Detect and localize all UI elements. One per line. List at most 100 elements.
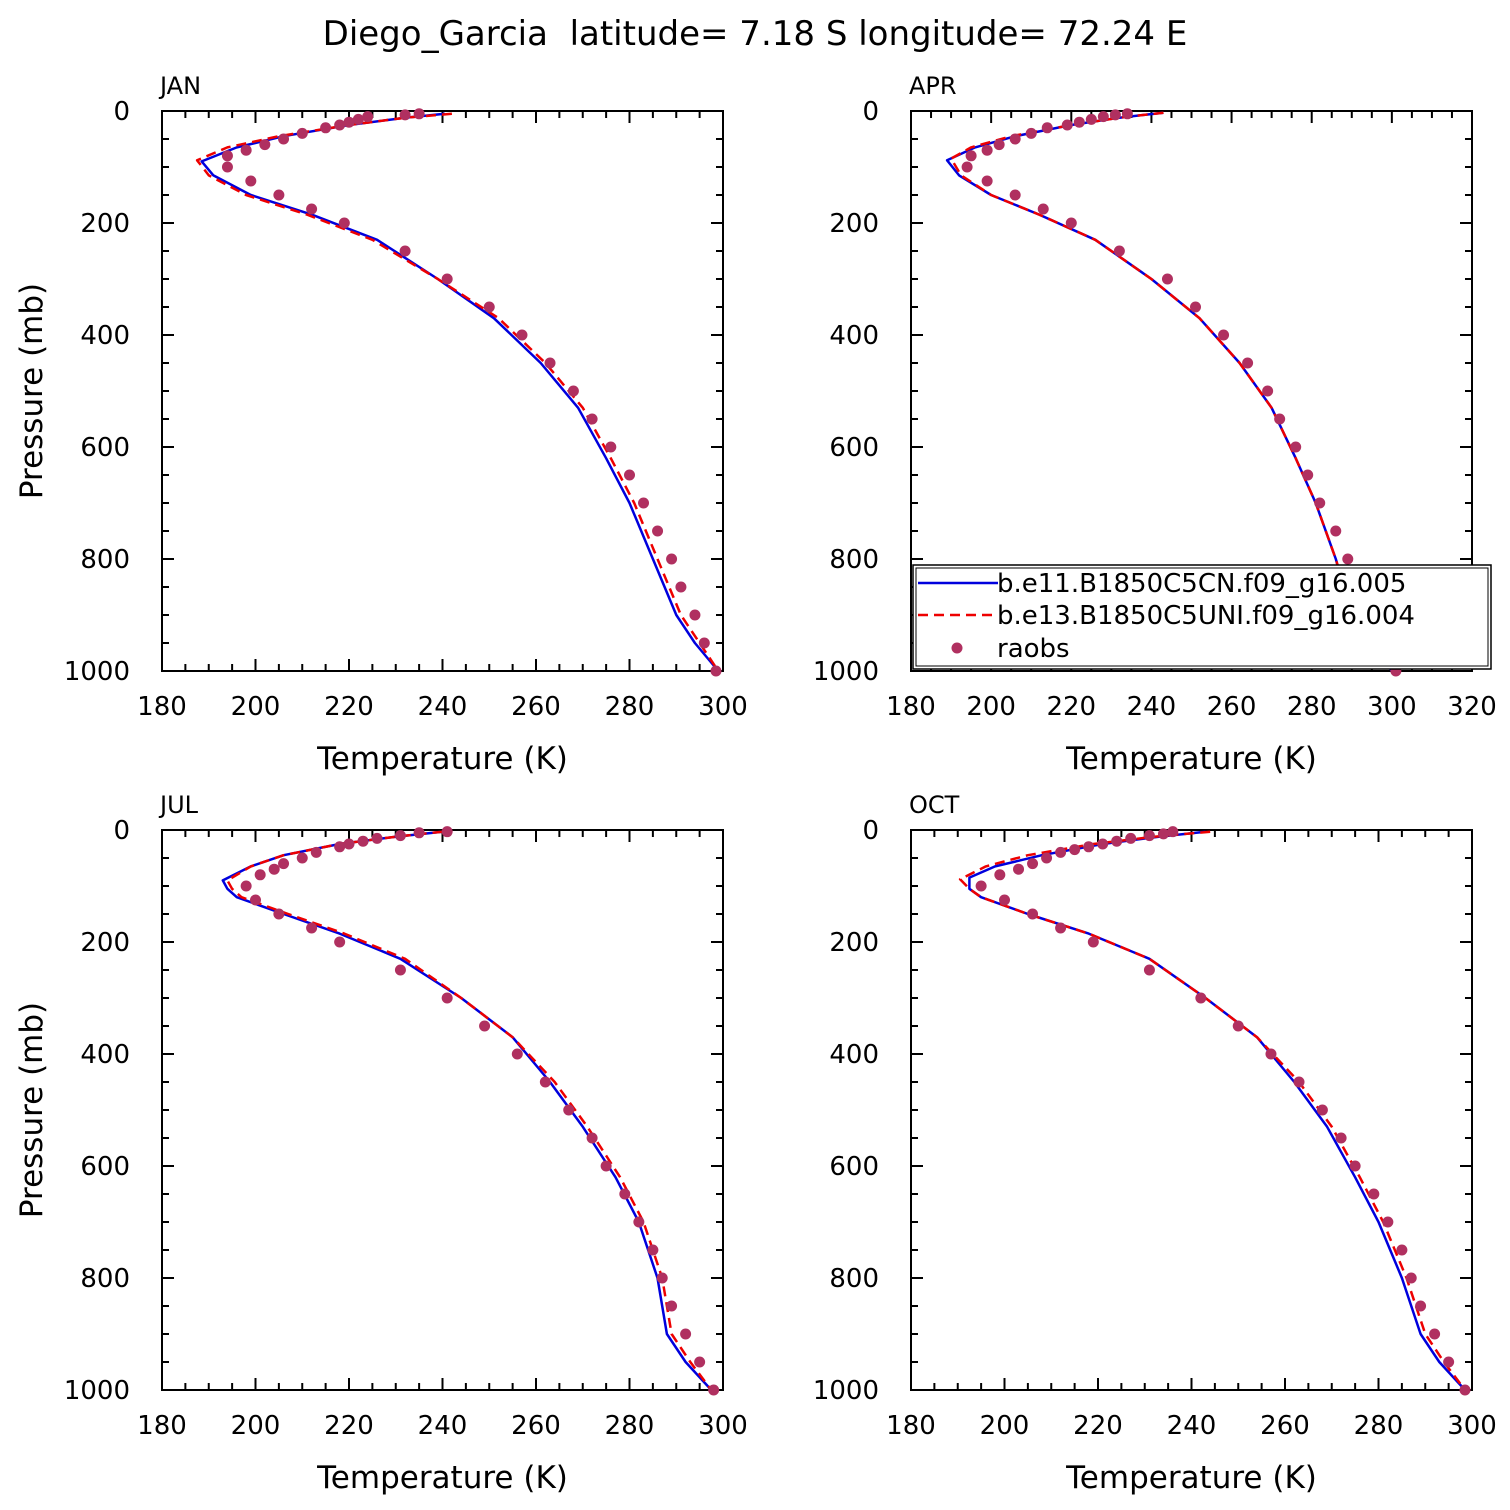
raobs-marker <box>240 880 252 892</box>
raobs-marker <box>647 1244 659 1256</box>
raobs-marker <box>310 846 322 858</box>
x-tick-label: 260 <box>1207 692 1257 722</box>
raobs-marker <box>1009 189 1021 201</box>
series-line-model1 <box>221 830 713 1391</box>
raobs-marker <box>334 936 346 948</box>
raobs-marker <box>1167 826 1179 838</box>
raobs-marker <box>441 826 453 838</box>
raobs-marker <box>273 189 285 201</box>
y-tick-label: 1000 <box>64 657 130 687</box>
series-line-model2 <box>226 830 713 1391</box>
raobs-marker <box>624 469 635 481</box>
raobs-marker <box>1085 113 1097 125</box>
panel-oct: 180 200 220 240 260 280 300 0 200 400 600 800 1000 OC… <box>813 791 1497 1496</box>
raobs-marker <box>694 1356 706 1368</box>
panel-apr: 180 200 220 240 260 280 300 320 0 200 400 600 800 100… <box>813 72 1497 777</box>
x-axis-label: Temperature (K) <box>316 741 568 777</box>
raobs-marker <box>1109 109 1121 121</box>
raobs-marker <box>1459 1384 1471 1396</box>
x-tick-label: 240 <box>418 692 468 722</box>
x-tick-label: 300 <box>698 692 748 722</box>
raobs-marker <box>1041 852 1053 864</box>
raobs-marker <box>1265 1048 1277 1060</box>
raobs-marker <box>1335 1132 1347 1144</box>
x-tick-label: 240 <box>1167 1411 1217 1441</box>
raobs-marker <box>586 413 598 425</box>
y-tick-label: 1000 <box>64 1376 130 1406</box>
raobs-marker <box>394 964 406 976</box>
raobs-marker <box>483 301 495 313</box>
raobs-marker <box>1121 108 1133 120</box>
x-tick-label: 280 <box>1354 1411 1404 1441</box>
raobs-marker <box>278 858 290 870</box>
raobs-marker <box>652 525 664 537</box>
raobs-marker <box>306 922 318 934</box>
y-axis-label: Pressure (mb) <box>14 283 50 499</box>
raobs-marker <box>638 497 650 509</box>
raobs-marker <box>975 880 987 892</box>
x-tick-label: 300 <box>698 1411 748 1441</box>
x-tick-label: 220 <box>324 692 374 722</box>
x-tick-label: 280 <box>1287 692 1337 722</box>
raobs-marker <box>680 1328 692 1340</box>
panel-title: JUL <box>158 791 199 819</box>
raobs-marker <box>245 175 257 187</box>
raobs-marker <box>1195 992 1207 1004</box>
raobs-marker <box>240 144 252 156</box>
raobs-marker <box>1111 835 1123 847</box>
y-tick-label: 0 <box>113 816 130 846</box>
raobs-marker <box>710 665 722 677</box>
raobs-marker <box>1405 1272 1417 1284</box>
raobs-marker <box>1302 469 1314 481</box>
y-tick-label: 600 <box>80 1152 130 1182</box>
raobs-marker <box>689 609 701 621</box>
y-tick-label: 400 <box>829 321 879 351</box>
panel-title: APR <box>909 72 957 100</box>
raobs-marker <box>586 1132 598 1144</box>
raobs-marker <box>357 835 369 847</box>
raobs-marker <box>666 553 678 565</box>
raobs-marker <box>698 637 710 649</box>
raobs-marker <box>352 113 364 125</box>
x-tick-label: 220 <box>324 1411 374 1441</box>
raobs-marker <box>362 111 374 123</box>
raobs-marker <box>666 1300 678 1312</box>
raobs-marker <box>1027 908 1039 920</box>
raobs-marker <box>965 150 977 162</box>
raobs-marker <box>254 869 266 881</box>
raobs-marker <box>981 175 993 187</box>
y-tick-label: 800 <box>80 545 130 575</box>
raobs-marker <box>993 139 1005 151</box>
raobs-marker <box>1025 127 1037 139</box>
figure-title: Diego_Garcia latitude= 7.18 S longitude=… <box>323 14 1188 54</box>
legend-label: raobs <box>997 634 1070 664</box>
raobs-marker <box>306 203 318 215</box>
x-tick-label: 180 <box>137 692 187 722</box>
panel-jul: 180 200 220 240 260 280 300 0 200 400 600 800 1000 JU… <box>14 791 748 1496</box>
raobs-marker <box>1065 217 1077 229</box>
raobs-marker <box>1290 441 1302 453</box>
x-tick-label: 260 <box>1260 1411 1310 1441</box>
raobs-marker <box>1009 133 1021 145</box>
raobs-marker <box>250 894 261 906</box>
series-line-model2 <box>949 111 1393 672</box>
x-tick-label: 180 <box>886 1411 936 1441</box>
raobs-marker <box>1415 1300 1427 1312</box>
x-tick-label: 240 <box>1127 692 1177 722</box>
x-axis-label: Temperature (K) <box>1065 1460 1317 1496</box>
panel-title: OCT <box>909 791 960 819</box>
raobs-marker <box>1368 1188 1380 1200</box>
x-tick-label: 280 <box>605 1411 655 1441</box>
x-axis-label: Temperature (K) <box>1065 741 1317 777</box>
raobs-marker <box>320 122 332 134</box>
raobs-marker <box>1342 553 1354 565</box>
panels: 180 200 220 240 260 280 300 0 200 400 600 800 1000 JA… <box>14 72 1497 1496</box>
x-tick-label: 260 <box>511 1411 561 1441</box>
y-tick-label: 200 <box>829 928 879 958</box>
series-line-model1 <box>968 830 1466 1391</box>
raobs-marker <box>1262 385 1274 397</box>
raobs-marker <box>343 116 355 128</box>
raobs-marker <box>399 109 411 121</box>
raobs-marker <box>259 139 271 151</box>
raobs-marker <box>563 1104 575 1116</box>
